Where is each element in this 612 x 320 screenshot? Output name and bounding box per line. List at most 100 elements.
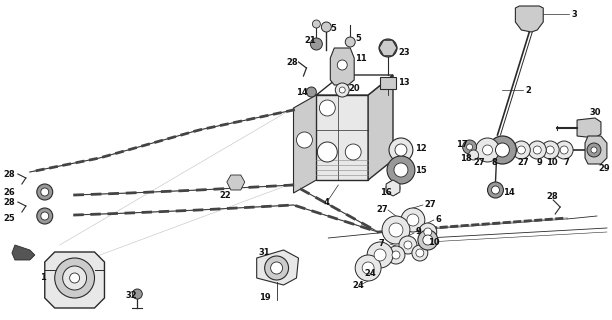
Circle shape xyxy=(367,242,393,268)
FancyBboxPatch shape xyxy=(380,77,396,89)
Circle shape xyxy=(382,216,410,244)
Text: 27: 27 xyxy=(474,157,485,166)
Circle shape xyxy=(264,256,288,280)
Circle shape xyxy=(392,251,400,259)
Circle shape xyxy=(312,20,320,28)
Circle shape xyxy=(296,132,312,148)
Text: 9: 9 xyxy=(416,227,422,236)
Circle shape xyxy=(547,146,554,154)
Circle shape xyxy=(419,223,437,241)
Circle shape xyxy=(345,144,361,160)
Circle shape xyxy=(321,22,331,32)
Circle shape xyxy=(395,144,407,156)
Circle shape xyxy=(386,181,400,195)
Text: 30: 30 xyxy=(589,108,600,116)
Text: 8: 8 xyxy=(491,157,497,166)
Text: 10: 10 xyxy=(547,157,558,166)
Circle shape xyxy=(345,37,355,47)
Text: 12: 12 xyxy=(415,143,427,153)
Text: 28: 28 xyxy=(3,170,15,179)
Polygon shape xyxy=(368,75,393,180)
Text: 29: 29 xyxy=(598,164,610,172)
Polygon shape xyxy=(577,118,601,138)
Circle shape xyxy=(418,230,438,250)
Text: 7: 7 xyxy=(563,157,569,166)
Circle shape xyxy=(70,273,80,283)
Circle shape xyxy=(423,235,433,245)
Text: 3: 3 xyxy=(571,10,577,19)
Circle shape xyxy=(387,156,415,184)
Polygon shape xyxy=(45,252,105,308)
Text: 5: 5 xyxy=(355,34,361,43)
Circle shape xyxy=(491,186,499,194)
Text: 14: 14 xyxy=(296,87,308,97)
Text: 16: 16 xyxy=(380,188,392,196)
Text: 1: 1 xyxy=(40,274,46,283)
Circle shape xyxy=(362,262,374,274)
Text: 9: 9 xyxy=(536,157,542,166)
Polygon shape xyxy=(386,180,400,196)
Circle shape xyxy=(319,100,335,116)
Text: 22: 22 xyxy=(219,190,231,199)
Circle shape xyxy=(335,83,349,97)
Polygon shape xyxy=(294,95,316,193)
Text: 7: 7 xyxy=(378,238,384,247)
Polygon shape xyxy=(12,245,35,260)
Circle shape xyxy=(387,246,405,264)
Circle shape xyxy=(62,266,86,290)
Circle shape xyxy=(401,208,425,232)
Circle shape xyxy=(399,236,417,254)
Circle shape xyxy=(496,143,509,157)
Text: 27: 27 xyxy=(376,204,388,213)
Circle shape xyxy=(374,249,386,261)
Circle shape xyxy=(37,208,53,224)
Text: 20: 20 xyxy=(348,84,360,92)
Circle shape xyxy=(466,144,472,150)
Text: 27: 27 xyxy=(518,157,529,166)
Circle shape xyxy=(132,289,142,299)
Circle shape xyxy=(469,150,479,160)
Text: 32: 32 xyxy=(125,292,137,300)
Circle shape xyxy=(339,87,345,93)
Circle shape xyxy=(407,214,419,226)
Circle shape xyxy=(318,142,337,162)
Circle shape xyxy=(355,255,381,281)
Circle shape xyxy=(271,262,283,274)
Polygon shape xyxy=(330,48,354,85)
Circle shape xyxy=(463,140,477,154)
Circle shape xyxy=(528,141,547,159)
Circle shape xyxy=(41,212,49,220)
Circle shape xyxy=(394,163,408,177)
Circle shape xyxy=(389,138,413,162)
Text: 26: 26 xyxy=(3,188,15,196)
Text: 2: 2 xyxy=(525,85,531,94)
Polygon shape xyxy=(316,95,368,180)
Polygon shape xyxy=(256,250,299,285)
Text: 28: 28 xyxy=(3,197,15,206)
Circle shape xyxy=(379,39,397,57)
Circle shape xyxy=(424,228,432,236)
Text: 17: 17 xyxy=(456,140,468,148)
Text: 4: 4 xyxy=(323,197,329,206)
Text: 31: 31 xyxy=(259,247,271,257)
Text: 27: 27 xyxy=(425,199,436,209)
Text: 11: 11 xyxy=(355,53,367,62)
Circle shape xyxy=(41,188,49,196)
Circle shape xyxy=(37,184,53,200)
Circle shape xyxy=(533,146,541,154)
Text: 5: 5 xyxy=(330,23,336,33)
Polygon shape xyxy=(515,6,543,32)
Circle shape xyxy=(389,223,403,237)
Text: 19: 19 xyxy=(259,293,271,302)
Circle shape xyxy=(560,146,568,154)
Polygon shape xyxy=(316,75,393,95)
Polygon shape xyxy=(585,136,607,164)
Polygon shape xyxy=(227,175,245,190)
Circle shape xyxy=(337,60,347,70)
Circle shape xyxy=(488,182,504,198)
Circle shape xyxy=(488,136,517,164)
Circle shape xyxy=(404,241,412,249)
Circle shape xyxy=(476,138,499,162)
Text: 21: 21 xyxy=(304,36,316,44)
Text: 23: 23 xyxy=(398,47,409,57)
